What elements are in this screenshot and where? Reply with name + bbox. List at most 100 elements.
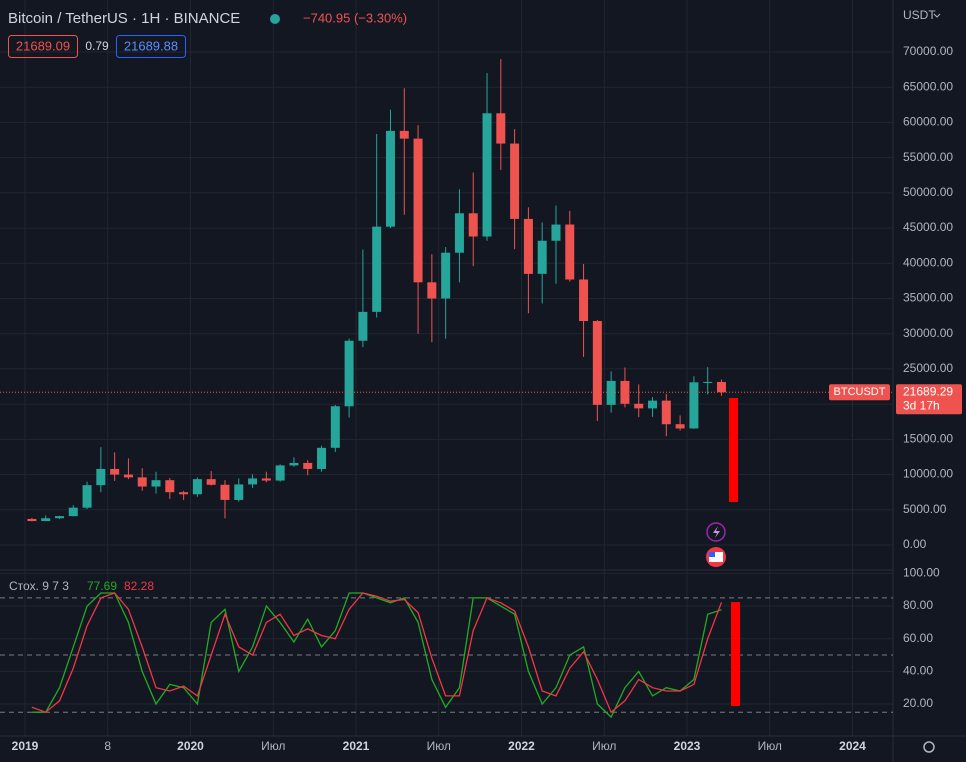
y-tick-label: 40000.00	[903, 255, 953, 269]
candle-body	[303, 462, 313, 469]
candle-body	[372, 226, 382, 312]
y-tick-label: 70000.00	[903, 44, 953, 58]
candle-body	[123, 474, 133, 478]
candle-body	[482, 113, 492, 237]
drawing-bar[interactable]	[731, 602, 740, 706]
market-status	[270, 14, 280, 24]
ask[interactable]: 21689.88	[124, 38, 178, 53]
chart-title: Bitcoin / TetherUS · 1H · BINANCE	[8, 10, 240, 27]
y-tick-label: 25000.00	[903, 361, 953, 375]
candle-body	[510, 143, 520, 219]
candle-body	[675, 424, 685, 429]
candle-body	[661, 400, 671, 425]
bid[interactable]: 21689.09	[16, 38, 70, 53]
candle-body	[454, 213, 464, 253]
candle-body	[385, 130, 395, 227]
candle-body	[234, 484, 244, 500]
candle-body	[399, 130, 409, 139]
y-tick-label: 30000.00	[903, 326, 953, 340]
y-tick-label: 45000.00	[903, 220, 953, 234]
symbol-label: BTCUSDT	[834, 386, 886, 398]
y-tick-label: 65000.00	[903, 79, 953, 93]
candle-body	[358, 311, 368, 341]
candle-body	[689, 382, 699, 429]
candle-body	[110, 468, 120, 475]
last-price-box	[896, 384, 962, 415]
candle-body	[317, 447, 327, 469]
candle-body	[413, 138, 423, 283]
plot	[0, 59, 893, 719]
price-change: −740.95 (−3.30%)	[303, 10, 407, 25]
candle-body	[289, 462, 299, 466]
candle-body	[634, 403, 644, 409]
candle-body	[275, 465, 285, 481]
x-tick-label: Июл	[592, 739, 616, 753]
candle-body	[551, 224, 561, 241]
candle-body	[330, 406, 340, 448]
candle-body	[248, 478, 258, 485]
x-tick-label: 2022	[508, 739, 535, 753]
currency-chevron[interactable]	[933, 13, 941, 18]
candle-body	[606, 380, 616, 405]
candle-body	[27, 518, 37, 522]
x-tick-label: 2020	[177, 739, 204, 753]
candle-body	[592, 321, 602, 405]
y-tick-label: 15000.00	[903, 432, 953, 446]
symbol-label-box	[829, 384, 890, 401]
candle-body	[716, 381, 726, 393]
x-tick-label: 2019	[12, 739, 39, 753]
candle-body	[565, 224, 575, 280]
x-tick-label: 8	[104, 739, 111, 753]
candle-body	[703, 381, 713, 383]
y-tick-label: 40.00	[903, 664, 933, 678]
y-tick-label: 80.00	[903, 598, 933, 612]
candle-body	[579, 279, 589, 322]
x-tick-label: 2023	[674, 739, 701, 753]
candle-body	[496, 113, 506, 144]
y-tick-label: 60.00	[903, 631, 933, 645]
bid-box[interactable]	[8, 35, 78, 58]
x-tick-label: 2021	[343, 739, 370, 753]
candle-body	[137, 477, 147, 487]
candle-body	[41, 518, 51, 522]
candle-body	[537, 240, 547, 274]
settings-icon[interactable]	[923, 741, 935, 753]
candle-body	[441, 252, 451, 299]
drawing-bar[interactable]	[729, 398, 738, 502]
candle-body	[192, 479, 202, 495]
candle-body	[261, 478, 271, 481]
y-tick-label: 10000.00	[903, 467, 953, 481]
currency[interactable]: USDT	[903, 8, 936, 22]
candle-body	[468, 213, 478, 237]
candle-body	[344, 340, 354, 407]
y-tick-label: 55000.00	[903, 150, 953, 164]
y-tick-label: 60000.00	[903, 115, 953, 129]
spread: 0.79	[85, 39, 109, 53]
last-price-label: 21689.29	[903, 384, 953, 398]
d-value: 82.28	[124, 579, 154, 593]
event-icon-glyph	[713, 526, 720, 538]
candle-body	[648, 400, 658, 409]
candle-body	[523, 218, 533, 274]
candle-body	[220, 484, 230, 500]
candle-body	[165, 480, 175, 493]
y-tick-label: 50000.00	[903, 185, 953, 199]
ask-box[interactable]	[116, 35, 186, 58]
y-tick-label: 20.00	[903, 696, 933, 710]
event-icon[interactable]	[706, 522, 726, 542]
flag-icon	[709, 552, 715, 557]
countdown: 3d 17h	[903, 398, 940, 412]
y-tick-label: 100.00	[903, 566, 940, 580]
candle-body	[151, 480, 161, 487]
x-tick-label: Июл	[261, 739, 285, 753]
candle-body	[179, 492, 189, 495]
candle-body	[96, 468, 106, 486]
y-tick-label: 0.00	[903, 537, 927, 551]
candle-body	[427, 282, 437, 299]
y-tick-label: 5000.00	[903, 502, 947, 516]
indicator-line	[31, 592, 723, 714]
k-value: 77.69	[87, 579, 117, 593]
indicator-line	[31, 592, 722, 719]
candle-body	[82, 485, 92, 508]
